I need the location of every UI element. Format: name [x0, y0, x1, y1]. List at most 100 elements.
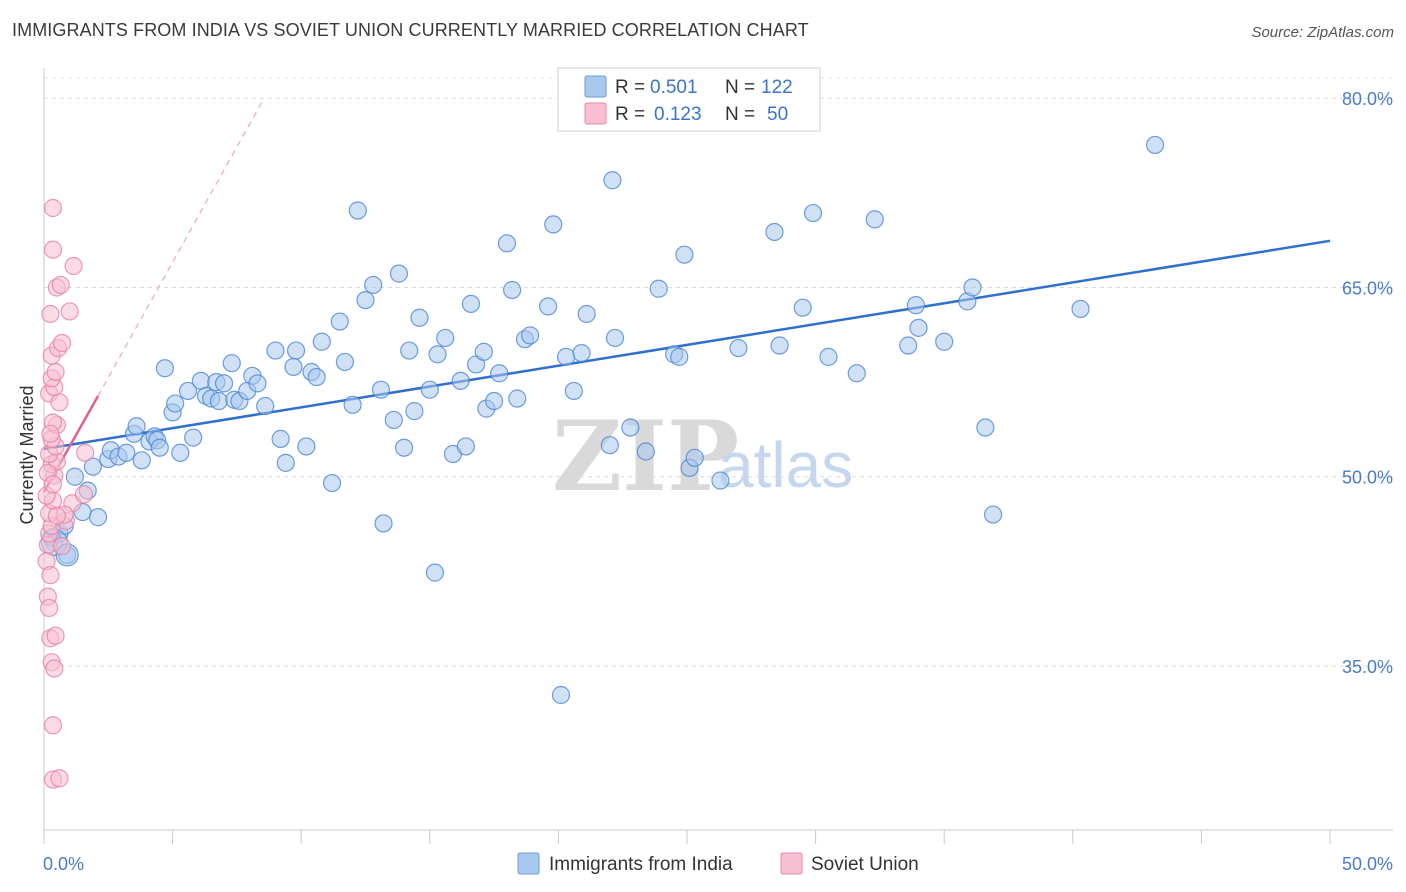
- india-point: [364, 275, 383, 295]
- soviet-point: [43, 716, 63, 735]
- india-point: [276, 453, 295, 472]
- legend-n-label-0: N =: [725, 77, 755, 98]
- soviet-point: [46, 362, 65, 382]
- india-point: [155, 359, 174, 378]
- series-label-india: Immigrants from India: [549, 854, 733, 875]
- india-point: [649, 279, 668, 298]
- india-point: [405, 402, 424, 421]
- y-tick-labels: 35.0% 50.0% 65.0% 80.0%: [1342, 89, 1393, 677]
- india-point: [266, 341, 285, 360]
- india-point: [621, 418, 640, 437]
- soviet-point: [43, 240, 63, 259]
- india-point: [410, 308, 429, 327]
- soviet-point: [76, 443, 95, 462]
- india-point: [335, 352, 355, 372]
- india-point: [521, 326, 540, 345]
- india-point: [909, 318, 928, 337]
- chart-title: IMMIGRANTS FROM INDIA VS SOVIET UNION CU…: [12, 20, 809, 40]
- india-point: [178, 381, 198, 401]
- india-point: [307, 367, 326, 387]
- india-point: [636, 442, 655, 461]
- india-point: [675, 245, 694, 264]
- soviet-point: [64, 256, 83, 276]
- india-point: [670, 347, 689, 366]
- india-point: [1071, 299, 1090, 319]
- y-tick-label: 80.0%: [1342, 89, 1393, 109]
- india-point: [214, 374, 234, 393]
- india-point: [222, 354, 241, 373]
- india-point: [539, 297, 558, 316]
- india-point: [297, 437, 316, 456]
- soviet-points: [37, 198, 95, 789]
- india-point: [209, 391, 228, 411]
- india-point: [88, 508, 108, 527]
- india-point: [286, 341, 306, 360]
- india-point: [935, 332, 954, 351]
- legend-swatch-india: [584, 75, 607, 98]
- india-point: [865, 210, 884, 229]
- india-point: [729, 338, 748, 358]
- legend-swatch-soviet: [584, 102, 607, 125]
- india-point: [248, 374, 267, 393]
- india-point: [150, 438, 169, 457]
- legend-n-value-0: 122: [761, 77, 793, 98]
- series-legend: Immigrants from India Soviet Union: [517, 852, 919, 875]
- india-point: [256, 396, 275, 416]
- watermark: ZIP atlas: [552, 400, 853, 513]
- india-point: [384, 410, 403, 430]
- soviet-point: [41, 566, 60, 585]
- source-credit: Source: ZipAtlas.com: [1251, 24, 1394, 41]
- india-point: [322, 473, 342, 493]
- stats-legend: R = 0.501 N = 122 R = 0.123 N = 50: [557, 67, 821, 132]
- y-axis-title: Currently Married: [17, 385, 37, 524]
- india-point: [551, 685, 571, 705]
- legend-r-value-1: 0.123: [654, 104, 702, 125]
- india-point: [983, 505, 1003, 524]
- soviet-point: [46, 626, 65, 645]
- india-point: [600, 436, 619, 455]
- india-point: [451, 371, 470, 390]
- soviet-point: [52, 537, 72, 556]
- india-point: [793, 298, 812, 317]
- series-swatch-india: [517, 852, 540, 875]
- series-label-soviet: Soviet Union: [811, 854, 919, 875]
- india-point: [394, 438, 414, 457]
- india-trend-line: [43, 239, 1331, 451]
- watermark-atlas: atlas: [718, 429, 853, 501]
- india-point: [497, 234, 517, 253]
- india-point: [371, 380, 391, 399]
- india-point: [374, 514, 393, 533]
- soviet-point: [52, 333, 72, 353]
- legend-r-value-0: 0.501: [650, 77, 698, 98]
- india-point: [127, 417, 146, 436]
- india-point: [356, 291, 375, 310]
- y-tick-label: 50.0%: [1342, 468, 1393, 488]
- india-point: [605, 328, 625, 348]
- india-point: [428, 345, 447, 364]
- legend-r-label-1: R =: [615, 104, 645, 125]
- india-point: [425, 563, 445, 582]
- india-point: [572, 343, 591, 363]
- soviet-point: [47, 506, 66, 525]
- india-point: [765, 222, 784, 242]
- india-point: [803, 203, 823, 223]
- india-point: [436, 328, 455, 348]
- india-point: [420, 380, 439, 399]
- india-point: [899, 336, 918, 355]
- india-point: [557, 347, 576, 366]
- soviet-point: [51, 275, 70, 295]
- india-point: [474, 342, 493, 361]
- india-point: [65, 467, 84, 486]
- india-point: [770, 336, 789, 355]
- india-point: [389, 264, 409, 283]
- soviet-point: [40, 598, 59, 618]
- india-point: [1146, 135, 1165, 155]
- india-point: [132, 451, 151, 470]
- x-tick-label: 0.0%: [43, 854, 84, 874]
- x-tick-label: 50.0%: [1342, 854, 1393, 874]
- soviet-point: [60, 302, 79, 321]
- india-points: [40, 135, 1165, 705]
- india-point: [564, 381, 583, 401]
- soviet-point: [74, 485, 93, 504]
